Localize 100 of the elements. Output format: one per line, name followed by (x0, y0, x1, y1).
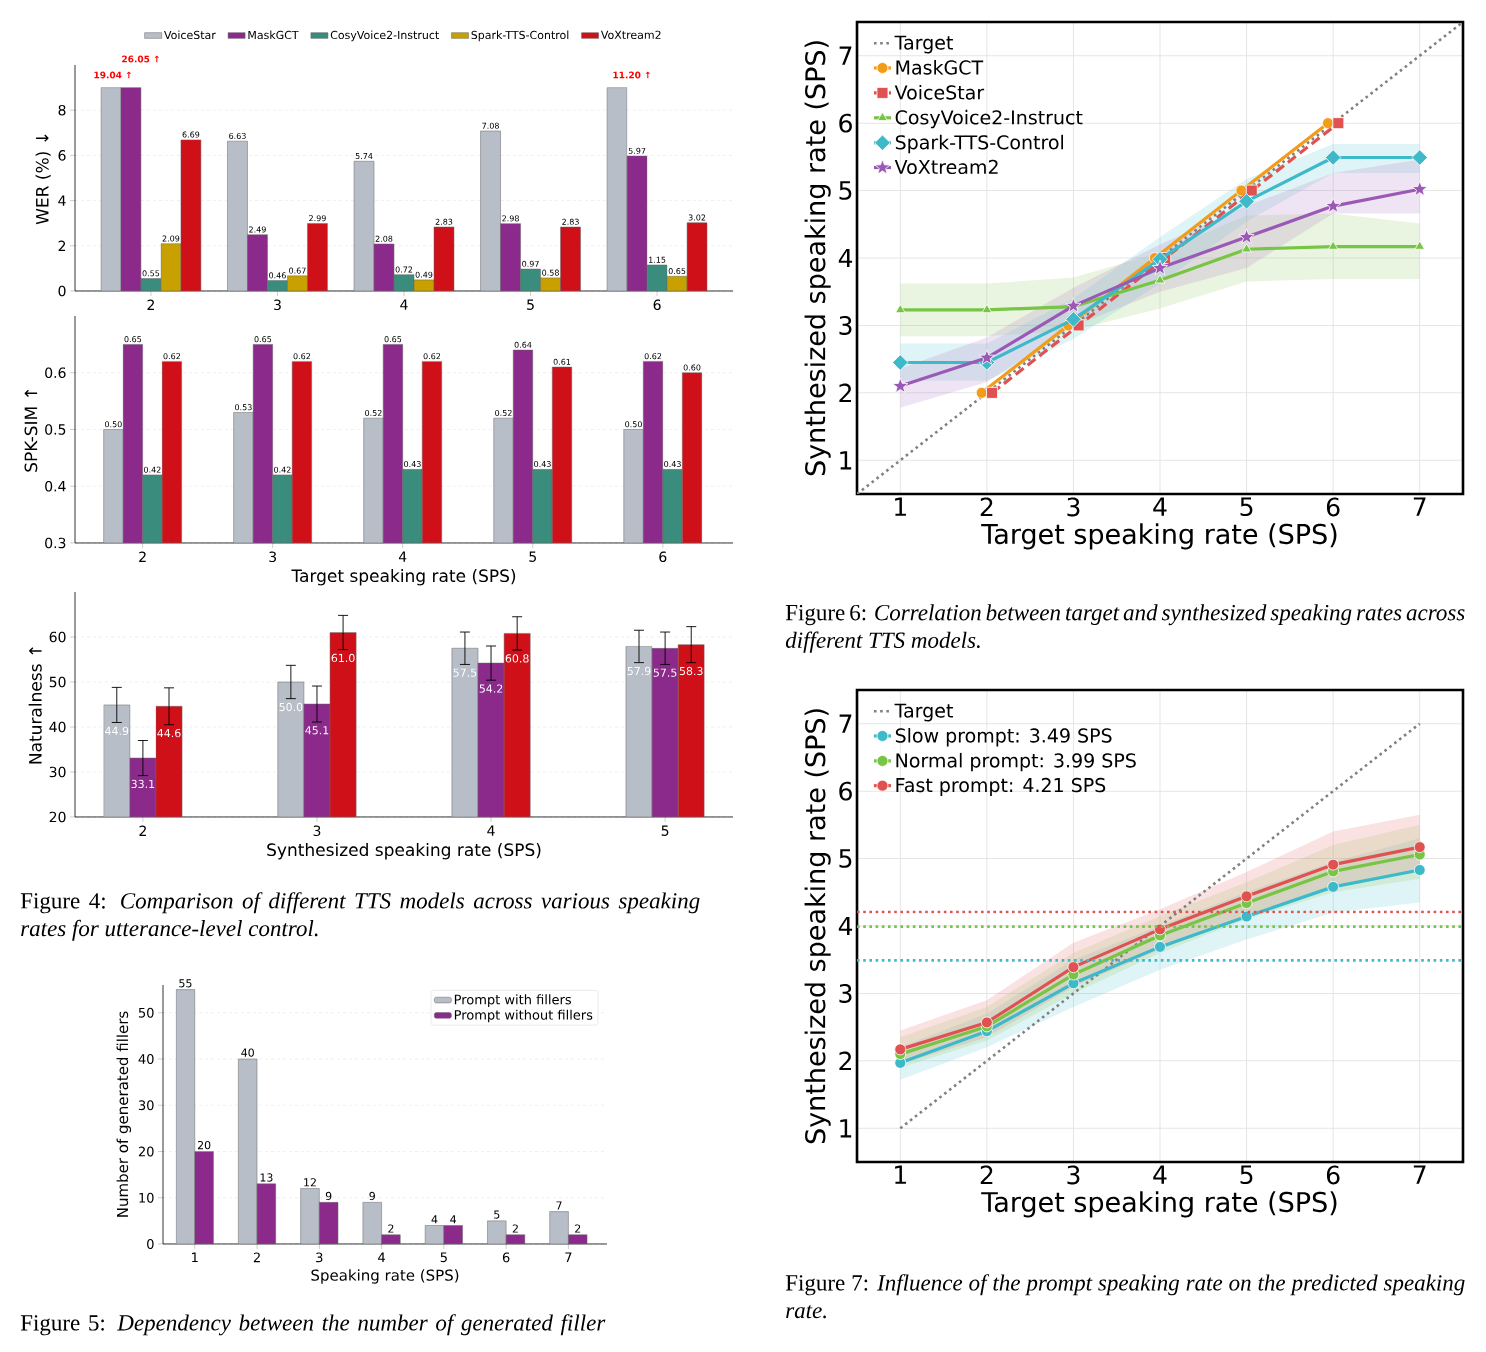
data-label: 2 (388, 1224, 394, 1233)
data-label: 0.64 (514, 341, 532, 348)
data-label: 4 (450, 1215, 457, 1224)
data-label: 44.9 (105, 726, 129, 736)
legend-label: CosyVoice2-Instruct (330, 30, 439, 42)
bar (194, 1151, 214, 1244)
y-tick-label: 50 (138, 1007, 154, 1018)
data-label: 6.63 (229, 132, 246, 139)
data-label: 50.0 (279, 702, 303, 712)
data-label: 0.62 (644, 353, 662, 360)
data-label: 4 (431, 1215, 438, 1224)
x-tick-label: 4 (378, 1252, 385, 1262)
data-label: 12 (304, 1178, 316, 1187)
x-axis-title: Speaking rate (SPS) (311, 1269, 459, 1284)
point (1413, 864, 1426, 876)
data-label: 57.5 (453, 668, 477, 677)
x-tick-label: 5 (529, 551, 536, 562)
x-axis-title: Target speaking rate (SPS) (981, 1191, 1337, 1218)
bar (560, 226, 581, 291)
point (895, 304, 906, 314)
x-tick-label: 2 (980, 497, 993, 517)
x-tick-label: 6 (1326, 497, 1340, 517)
x-tick-label: 7 (1413, 1165, 1426, 1184)
data-label: 0.58 (542, 269, 559, 276)
point (1152, 259, 1169, 275)
y-tick-label: 7 (839, 714, 852, 733)
point (1240, 910, 1253, 923)
caption: Figure 5: Dependency between the number of generated filler (20, 1314, 606, 1336)
data-label: 0.65 (254, 336, 272, 343)
y-tick-label: 0.5 (45, 424, 66, 435)
caption: Figure 6: Correlation between target and synthesized speaking rates across different TTS models. (785, 604, 1465, 653)
point (1325, 197, 1342, 213)
y-tick-label: 4 (838, 248, 853, 268)
y-axis-title: Synthesized speaking rate (SPS) (804, 709, 831, 1144)
y-axis-title: Number of generated fillers (116, 1011, 132, 1217)
legend-label: Prompt without fillers (454, 1009, 593, 1023)
x-tick-label: 2 (253, 1252, 260, 1263)
point (1327, 880, 1340, 893)
point (892, 354, 909, 371)
point (892, 377, 909, 393)
point (986, 386, 998, 399)
data-label: 2.99 (309, 215, 326, 222)
legend-label: VoiceStar (894, 84, 985, 100)
data-label: 0.46 (269, 272, 286, 279)
annotation: 19.04 ↑ (94, 71, 131, 79)
point (1238, 228, 1255, 244)
point (1322, 117, 1334, 130)
data-label: 40 (241, 1048, 254, 1057)
data-label: 2.08 (375, 235, 393, 242)
x-axis-title: Target speaking rate (SPS) (291, 568, 516, 586)
x-tick-label: 5 (661, 825, 669, 836)
x-tick-label: 5 (1240, 1165, 1253, 1185)
data-label: 0.42 (274, 466, 291, 473)
data-label: 2 (575, 1224, 581, 1233)
y-tick-label: 8 (58, 104, 66, 116)
data-label: 58.3 (679, 666, 703, 676)
caption: Figure 4: Comparison of different TTS models across various speaking rates for utterance-level control. (20, 892, 700, 941)
text: Figure 7: Influence of the prompt speaking rate on the predicted speaking rate. (785, 1274, 1465, 1319)
y-tick-label: 6 (58, 150, 66, 161)
data-label: 0.52 (365, 409, 382, 416)
x-tick-label: 3 (274, 299, 281, 311)
data-label: 55 (179, 979, 192, 988)
data-label: 0.52 (495, 409, 512, 416)
point (1332, 117, 1345, 130)
data-label: 0.67 (289, 267, 306, 274)
data-label: 2.09 (162, 235, 180, 242)
point (1238, 193, 1255, 210)
y-tick-label: 0.3 (45, 537, 66, 549)
point (1154, 923, 1166, 936)
point (978, 349, 995, 365)
data-label: 7 (556, 1201, 562, 1210)
x-tick-label: 5 (440, 1252, 447, 1263)
data-label: 0.60 (683, 364, 701, 371)
x-tick-label: 6 (659, 551, 667, 563)
y-tick-label: 10 (139, 1192, 154, 1203)
y-tick-label: 30 (49, 766, 66, 778)
x-tick-label: 6 (502, 1252, 510, 1263)
point (1411, 180, 1428, 197)
x-tick-label: 3 (316, 1252, 323, 1263)
data-label: 0.65 (668, 268, 686, 275)
point (981, 304, 993, 314)
y-tick-label: 6 (839, 781, 852, 801)
y-tick-label: 0 (147, 1239, 154, 1249)
data-label: 7.08 (482, 122, 499, 129)
data-label: 0.61 (553, 358, 571, 365)
point (1411, 149, 1428, 166)
point (1245, 184, 1258, 197)
y-tick-label: 20 (49, 811, 66, 823)
x-tick-label: 3 (269, 551, 277, 563)
data-label: 2.98 (502, 215, 519, 222)
x-tick-label: 5 (527, 299, 534, 310)
data-label: 1.15 (649, 256, 666, 263)
y-tick-label: 2 (839, 1051, 851, 1071)
x-tick-label: 3 (1067, 1165, 1080, 1185)
y-tick-label: 5 (839, 849, 852, 868)
y-tick-label: 7 (839, 46, 852, 65)
data-label: 44.6 (157, 728, 181, 738)
x-tick-label: 2 (980, 1165, 993, 1185)
y-axis-title: SPK-SIM ↑ (24, 389, 38, 472)
data-label: 2 (512, 1224, 518, 1233)
